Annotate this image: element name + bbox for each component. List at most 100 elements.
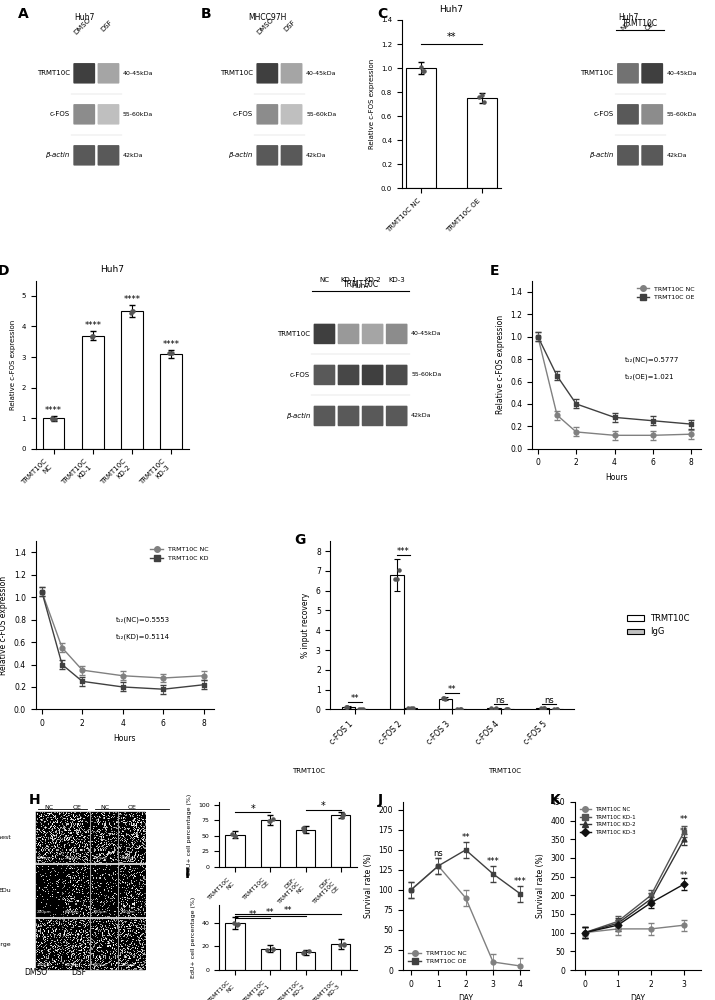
Point	[407, 700, 418, 716]
Point	[298, 823, 310, 839]
Point	[679, 831, 690, 847]
Bar	[466, 98, 497, 188]
Point	[532, 329, 543, 345]
Text: *: *	[250, 804, 255, 814]
FancyBboxPatch shape	[337, 365, 360, 385]
Point	[393, 562, 405, 578]
Point	[229, 828, 240, 844]
Point	[490, 701, 501, 717]
Point	[551, 701, 563, 717]
Text: 40-45kDa: 40-45kDa	[411, 331, 442, 336]
Text: NC: NC	[320, 277, 330, 283]
Point	[455, 701, 466, 717]
Text: 200μm: 200μm	[120, 963, 135, 967]
Legend: TRMT10C, IgG: TRMT10C, IgG	[623, 611, 694, 640]
Bar	[82, 336, 104, 449]
Title: Huh7: Huh7	[440, 5, 463, 14]
Text: t₁₂(NC)=0.5553: t₁₂(NC)=0.5553	[116, 617, 170, 623]
Text: DMSO: DMSO	[24, 968, 47, 977]
Text: 55-60kDa: 55-60kDa	[306, 112, 336, 117]
Point	[488, 954, 499, 970]
Point	[612, 917, 623, 933]
Point	[439, 691, 450, 707]
Point	[117, 679, 129, 695]
Point	[500, 701, 512, 717]
Point	[551, 407, 563, 423]
Point	[538, 700, 550, 716]
Text: OE: OE	[644, 21, 656, 32]
Point	[87, 329, 98, 345]
Point	[571, 424, 582, 440]
Text: c-FOS: c-FOS	[593, 111, 613, 117]
Text: NC: NC	[44, 805, 54, 810]
Text: A: A	[18, 7, 29, 21]
FancyBboxPatch shape	[641, 63, 663, 84]
Text: NC: NC	[620, 20, 631, 32]
Point	[263, 813, 275, 829]
Point	[608, 409, 620, 425]
Point	[473, 89, 485, 105]
X-axis label: DAY: DAY	[630, 994, 645, 1000]
Point	[166, 345, 177, 361]
Text: 42kDa: 42kDa	[123, 153, 144, 158]
Text: **: **	[680, 827, 689, 836]
Point	[679, 917, 690, 933]
Point	[391, 571, 403, 587]
Bar	[390, 575, 403, 709]
FancyBboxPatch shape	[281, 63, 302, 84]
FancyBboxPatch shape	[362, 324, 383, 344]
Text: DSF: DSF	[99, 19, 113, 33]
Y-axis label: % input recovery: % input recovery	[301, 593, 310, 658]
Point	[438, 690, 449, 706]
Text: OE: OE	[128, 805, 137, 810]
Text: t₁₂(KD)=0.5114: t₁₂(KD)=0.5114	[116, 634, 170, 640]
Point	[337, 807, 349, 823]
Point	[433, 858, 444, 874]
Y-axis label: Survival rate (%): Survival rate (%)	[536, 854, 545, 918]
Text: ****: ****	[84, 321, 102, 330]
Point	[232, 917, 243, 933]
Point	[267, 941, 278, 957]
Text: 42kDa: 42kDa	[306, 153, 327, 158]
Text: MHCC97H: MHCC97H	[248, 13, 287, 22]
Text: 200μm: 200μm	[92, 963, 107, 967]
X-axis label: DAY: DAY	[458, 994, 473, 1000]
FancyBboxPatch shape	[362, 406, 383, 426]
Text: t₁₂(OE)=1.021: t₁₂(OE)=1.021	[625, 373, 674, 380]
Text: 55-60kDa: 55-60kDa	[411, 372, 441, 377]
Point	[49, 411, 61, 427]
Text: 40-45kDa: 40-45kDa	[306, 71, 337, 76]
Text: c-FOS: c-FOS	[290, 372, 310, 378]
FancyBboxPatch shape	[617, 104, 639, 125]
Text: OE: OE	[72, 805, 81, 810]
Text: J: J	[378, 793, 383, 807]
Text: H: H	[29, 793, 41, 807]
Point	[500, 701, 512, 717]
Y-axis label: Merge: Merge	[0, 942, 11, 947]
Point	[536, 700, 547, 716]
Legend: TRMT10C NC, TRMT10C OE: TRMT10C NC, TRMT10C OE	[406, 948, 469, 967]
FancyBboxPatch shape	[337, 406, 360, 426]
FancyBboxPatch shape	[617, 145, 639, 166]
FancyBboxPatch shape	[74, 104, 95, 125]
Bar	[331, 944, 350, 970]
Bar	[406, 68, 436, 188]
FancyBboxPatch shape	[641, 145, 663, 166]
Bar	[261, 820, 280, 867]
Text: 42kDa: 42kDa	[667, 153, 687, 158]
Point	[46, 410, 58, 426]
Y-axis label: Survival rate (%): Survival rate (%)	[364, 854, 373, 918]
Y-axis label: Relative c-FOS expression: Relative c-FOS expression	[10, 320, 16, 410]
Bar	[225, 835, 245, 867]
Point	[686, 416, 697, 432]
FancyBboxPatch shape	[74, 145, 95, 166]
Bar	[296, 830, 315, 867]
FancyBboxPatch shape	[386, 406, 408, 426]
Text: Huh7: Huh7	[351, 283, 370, 289]
Text: ***: ***	[487, 857, 500, 866]
Text: 200μm: 200μm	[65, 910, 79, 914]
Point	[198, 668, 209, 684]
Point	[334, 937, 345, 953]
FancyBboxPatch shape	[386, 365, 408, 385]
Text: 40-45kDa: 40-45kDa	[123, 71, 154, 76]
